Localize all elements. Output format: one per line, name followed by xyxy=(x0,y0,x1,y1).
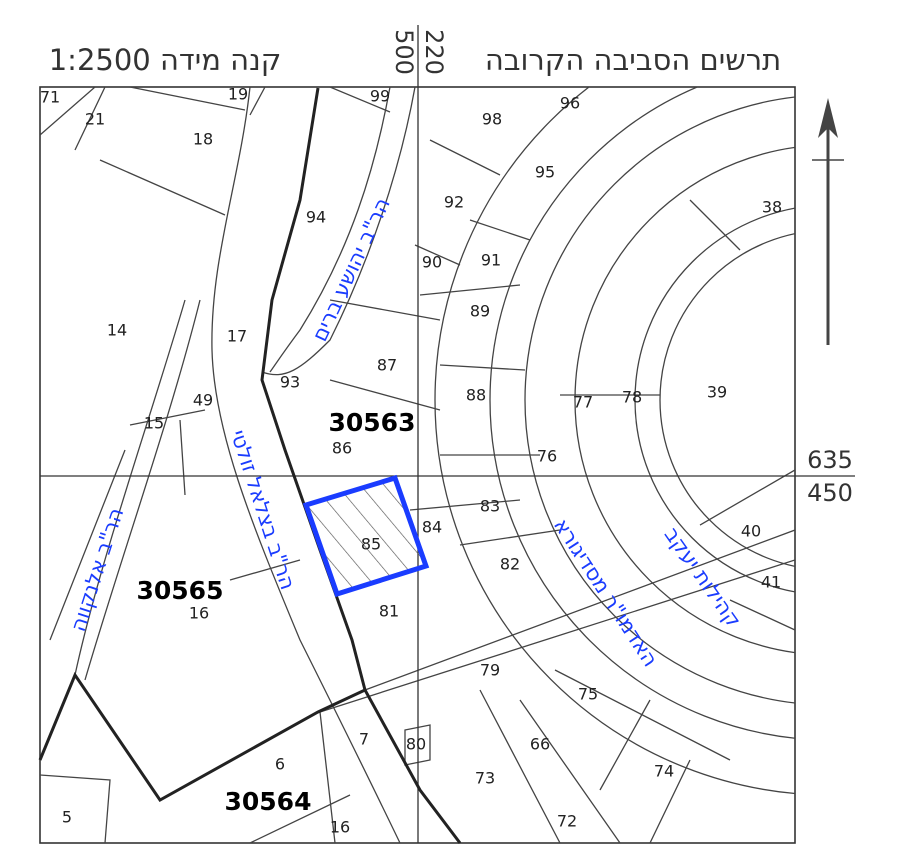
parcel-number: 89 xyxy=(470,302,490,321)
parcel-number: 16 xyxy=(330,818,350,837)
parcel-number: 74 xyxy=(654,762,674,781)
parcel-number: 80 xyxy=(406,735,426,754)
parcel-number: 41 xyxy=(761,573,781,592)
street-name: הר"ב בצלאל זולטי xyxy=(226,427,300,593)
parcel-number: 76 xyxy=(537,447,557,466)
parcel-number: 7 xyxy=(359,730,369,749)
parcel-number: 77 xyxy=(573,393,593,412)
parcel-number: 88 xyxy=(466,386,486,405)
parcel-number: 83 xyxy=(480,497,500,516)
parcel-number: 98 xyxy=(482,110,502,129)
parcel-number: 18 xyxy=(193,130,213,149)
parcel-number: 14 xyxy=(107,321,127,340)
parcel-number: 71 xyxy=(40,88,60,107)
parcel-number: 87 xyxy=(377,356,397,375)
north-arrow xyxy=(812,98,844,345)
map-scale: קנה מידה 1:2500 xyxy=(49,43,282,77)
parcel-number: 75 xyxy=(578,685,598,704)
block-number: 30565 xyxy=(137,576,224,605)
parcel-number: 78 xyxy=(622,388,642,407)
parcel-number: 6 xyxy=(275,755,285,774)
coord-label: 635 xyxy=(807,446,853,474)
parcel-number: 85 xyxy=(361,535,381,554)
parcel-number: 86 xyxy=(332,439,352,458)
parcel-number: 96 xyxy=(560,94,580,113)
block-number: 30563 xyxy=(329,408,416,437)
parcel-number: 91 xyxy=(481,251,501,270)
parcel-number: 16 xyxy=(189,604,209,623)
coord-label: 220 xyxy=(420,29,448,75)
parcel-number: 66 xyxy=(530,735,550,754)
coord-label: 450 xyxy=(807,479,853,507)
parcel-lines xyxy=(40,5,898,843)
parcel-number: 17 xyxy=(227,327,247,346)
parcel-number: 99 xyxy=(370,87,390,106)
parcel-number: 84 xyxy=(422,518,442,537)
parcel-number: 5 xyxy=(62,808,72,827)
block-number: 30564 xyxy=(225,787,312,816)
parcel-number: 39 xyxy=(707,383,727,402)
parcel-number: 93 xyxy=(280,373,300,392)
parcel-number: 79 xyxy=(480,661,500,680)
parcel-number: 95 xyxy=(535,163,555,182)
parcel-number: 19 xyxy=(228,85,248,104)
parcel-number: 82 xyxy=(500,555,520,574)
parcel-number: 49 xyxy=(193,391,213,410)
parcel-number: 81 xyxy=(379,602,399,621)
parcel-number: 40 xyxy=(741,522,761,541)
parcel-number: 72 xyxy=(557,812,577,831)
parcel-number: 21 xyxy=(85,110,105,129)
parcel-number: 15 xyxy=(144,414,164,433)
parcel-number: 92 xyxy=(444,193,464,212)
map-title: תרשים הסביבה הקרובה xyxy=(485,43,781,77)
parcel-number: 90 xyxy=(422,253,442,272)
coord-label: 500 xyxy=(390,29,418,75)
parcel-number: 38 xyxy=(762,198,782,217)
street-name: האדמו"ר מסדיגורא xyxy=(549,514,663,671)
parcel-number: 94 xyxy=(306,208,326,227)
site-map: תרשים הסביבה הקרובה קנה מידה 1:2500 500 … xyxy=(0,0,898,861)
parcel-number: 73 xyxy=(475,769,495,788)
